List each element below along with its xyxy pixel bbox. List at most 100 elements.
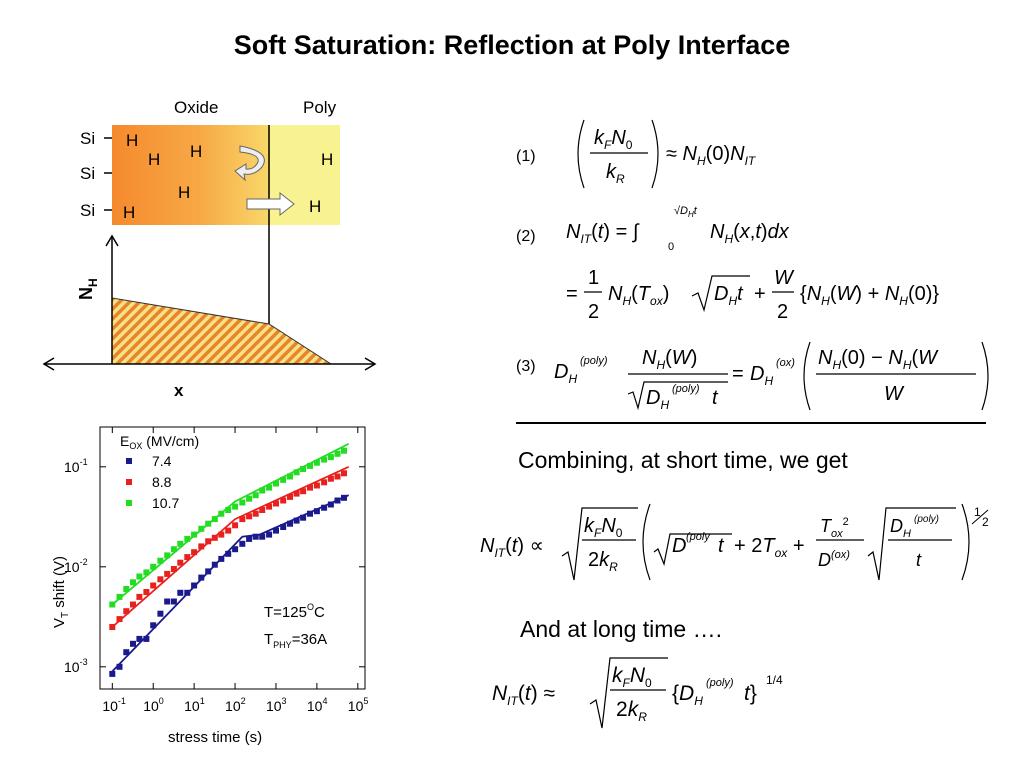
svg-text:(poly): (poly): [706, 677, 734, 689]
svg-text:1/4: 1/4: [766, 673, 783, 687]
data-point-8.8: [334, 473, 341, 480]
data-point-7.4: [259, 533, 266, 540]
oxide-label: Oxide: [174, 98, 218, 117]
data-point-7.4: [293, 517, 300, 524]
legend-label-10.7: 10.7: [152, 495, 179, 511]
data-point-8.8: [191, 549, 198, 556]
equation-3: DH (poly) NH(W) DH (poly) t = DH (ox) NH…: [554, 341, 989, 412]
data-point-7.4: [321, 504, 328, 511]
data-points: [109, 447, 347, 677]
data-point-8.8: [300, 488, 307, 495]
data-point-8.8: [239, 516, 246, 523]
x-tick-label: 10-1: [102, 696, 126, 714]
x-tick-label: 100: [143, 696, 164, 714]
data-point-7.4: [136, 635, 143, 642]
svg-text:√DHt: √DHt: [674, 205, 698, 219]
svg-text:t: t: [712, 387, 719, 409]
annotation-temperature: T=125OC: [264, 602, 325, 621]
poly-label: Poly: [303, 98, 337, 117]
data-point-8.8: [232, 522, 239, 529]
svg-text:2kR: 2kR: [588, 549, 618, 574]
data-point-8.8: [157, 576, 164, 583]
data-point-10.7: [184, 535, 191, 542]
svg-text:D(ox): D(ox): [818, 549, 850, 570]
data-point-10.7: [225, 507, 232, 513]
x-axis-title: stress time (s): [168, 729, 262, 746]
data-point-7.4: [211, 561, 218, 568]
legend-label-7.4: 7.4: [152, 453, 172, 469]
svg-text:2: 2: [588, 301, 599, 323]
svg-text:0: 0: [668, 241, 674, 253]
data-point-10.7: [136, 573, 143, 580]
data-point-7.4: [157, 610, 164, 617]
data-point-7.4: [116, 663, 123, 670]
equation-number-2: (2): [516, 228, 536, 245]
data-point-10.7: [191, 531, 198, 538]
data-point-8.8: [198, 543, 205, 550]
equation-2: NIT(t) = ∫ 0 √DHt NH(x,t)dx = 1 2 NH(Tox…: [566, 205, 939, 323]
x-axis-left-arrow-icon: [42, 357, 55, 371]
y-tick-label: 10-3: [64, 657, 88, 675]
combining-text: Combining, at short time, we get: [518, 447, 848, 473]
data-point-10.7: [211, 516, 218, 523]
svg-text:NH(0) − NH(W: NH(0) − NH(W: [818, 347, 939, 372]
svg-text:{NH(W) + NH(0)}: {NH(W) + NH(0)}: [800, 283, 939, 308]
data-point-8.8: [313, 482, 320, 489]
h-atom: H: [148, 150, 160, 169]
svg-text:t: t: [718, 535, 725, 557]
data-point-8.8: [150, 582, 157, 589]
data-point-10.7: [177, 540, 184, 547]
data-point-8.8: [143, 589, 150, 595]
svg-text:DH: DH: [750, 363, 773, 388]
data-point-8.8: [327, 475, 334, 482]
x-axis-label: x: [174, 381, 184, 400]
svg-text:DH: DH: [646, 387, 669, 412]
equation-number-1: (1): [516, 148, 536, 165]
data-point-7.4: [334, 497, 341, 504]
svg-text:(poly): (poly): [580, 355, 608, 367]
data-point-8.8: [109, 624, 116, 630]
annotation-thickness: TPHY=36A: [264, 631, 327, 650]
data-point-7.4: [239, 540, 246, 547]
svg-text:W: W: [884, 383, 905, 405]
data-point-10.7: [341, 447, 347, 454]
svg-text:=: =: [566, 283, 578, 305]
data-point-10.7: [109, 601, 116, 608]
h-atom: H: [190, 142, 202, 161]
svg-text:NH(W): NH(W): [642, 347, 697, 372]
data-point-10.7: [321, 456, 328, 463]
svg-text:2: 2: [777, 301, 788, 323]
data-point-10.7: [205, 520, 212, 527]
svg-text:(poly): (poly): [672, 383, 700, 395]
data-point-10.7: [307, 462, 313, 469]
data-point-8.8: [218, 531, 225, 538]
data-point-10.7: [232, 503, 239, 510]
data-point-10.7: [327, 454, 334, 461]
y-axis-label: NH: [76, 278, 100, 300]
data-point-10.7: [143, 569, 150, 576]
data-point-7.4: [170, 598, 177, 605]
data-point-8.8: [273, 500, 279, 507]
data-point-8.8: [287, 493, 293, 500]
data-point-8.8: [280, 497, 287, 504]
data-point-10.7: [259, 487, 266, 494]
data-point-7.4: [300, 514, 307, 521]
svg-text:≈ NH(0)NIT: ≈ NH(0)NIT: [666, 143, 757, 168]
svg-text:2: 2: [982, 515, 989, 529]
x-tick-label: 105: [348, 696, 369, 714]
data-point-10.7: [150, 563, 157, 570]
svg-text:+ 2Tox +: + 2Tox +: [734, 535, 805, 560]
data-point-8.8: [259, 507, 266, 513]
data-point-7.4: [225, 550, 232, 557]
svg-text:kFN0: kFN0: [612, 664, 652, 690]
svg-text:Tox2: Tox2: [820, 516, 849, 540]
svg-text:NH(x,t)dx: NH(x,t)dx: [710, 221, 790, 246]
data-point-7.4: [143, 635, 150, 642]
legend-marker-7.4: [126, 458, 132, 464]
h-atom: H: [309, 197, 321, 216]
data-point-10.7: [313, 459, 320, 466]
svg-text:NIT(t) = ∫: NIT(t) = ∫: [566, 221, 640, 246]
data-point-8.8: [211, 534, 218, 541]
x-tick-label: 101: [184, 696, 205, 714]
h-atom: H: [123, 203, 135, 222]
